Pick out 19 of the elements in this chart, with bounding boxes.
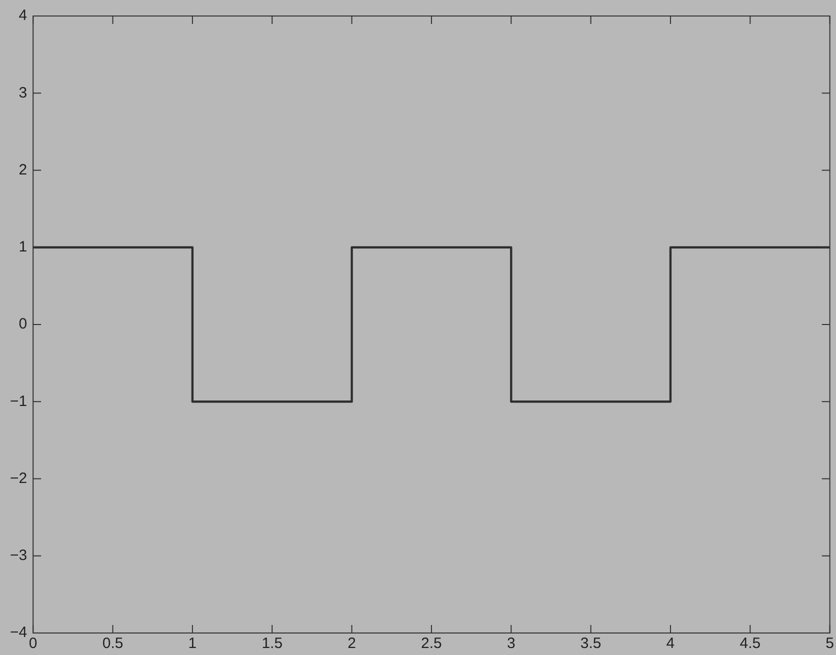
y-tick-label: 4 xyxy=(18,7,28,24)
x-tick-label: 1.5 xyxy=(262,635,283,652)
x-tick-label: 2.5 xyxy=(421,635,442,652)
y-tick-label: −4 xyxy=(10,624,28,642)
x-tick-label: 3.5 xyxy=(580,635,602,652)
x-tick-label: 0.5 xyxy=(102,635,124,652)
y-tick-label: 1 xyxy=(18,238,28,256)
x-tick-label: 1 xyxy=(188,635,197,652)
x-tick-label: 2 xyxy=(348,635,356,652)
y-tick-label: 2 xyxy=(18,161,28,178)
y-tick-label: −1 xyxy=(10,392,28,410)
x-tick-label: 5 xyxy=(826,635,834,652)
x-tick-label: 4 xyxy=(666,635,675,652)
x-tick-label: 4.5 xyxy=(740,635,761,652)
x-tick-label: 3 xyxy=(506,635,516,652)
y-tick-label: 0 xyxy=(18,316,28,333)
y-tick-label: −2 xyxy=(10,470,28,487)
y-tick-label: 3 xyxy=(18,84,28,102)
y-tick-label: −3 xyxy=(10,547,28,564)
